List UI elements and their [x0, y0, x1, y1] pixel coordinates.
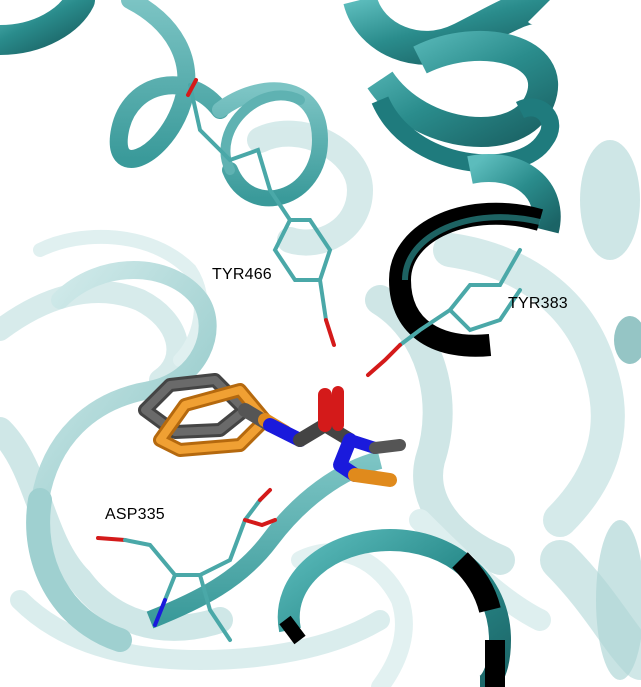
loop-left [26, 261, 217, 652]
ligand-sticks [138, 373, 406, 487]
label-asp335: ASP335 [105, 506, 165, 523]
label-tyr383: TYR383 [508, 295, 568, 312]
tyr383-sticks [366, 248, 522, 377]
asp335-sticks [96, 488, 277, 642]
helix-top-right [343, 0, 561, 357]
helix-top-left [0, 0, 329, 207]
label-tyr466: TYR466 [212, 266, 272, 283]
tyr466-sticks [186, 78, 336, 347]
loop-bottom-center [146, 451, 512, 687]
